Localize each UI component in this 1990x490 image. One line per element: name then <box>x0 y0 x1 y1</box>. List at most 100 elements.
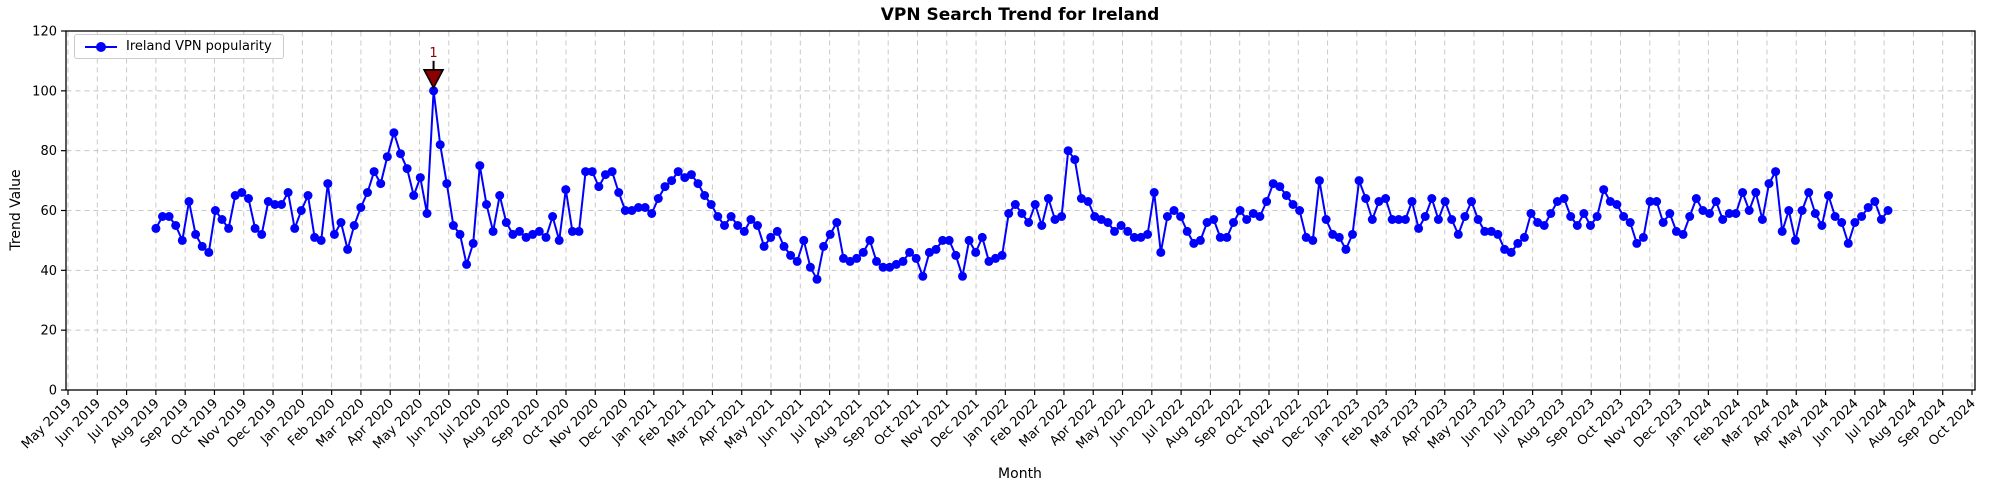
data-point-marker <box>1123 226 1133 236</box>
data-point-marker <box>1480 226 1490 236</box>
data-point-marker <box>429 86 439 96</box>
data-point-marker <box>799 235 809 245</box>
data-point-marker <box>1685 212 1695 221</box>
data-point-marker <box>713 212 723 221</box>
data-point-marker <box>667 176 677 186</box>
data-point-marker <box>1519 232 1529 242</box>
data-point-marker <box>488 226 498 236</box>
legend: Ireland VPN popularity <box>74 34 284 59</box>
data-point-marker <box>1361 194 1371 203</box>
data-point-marker <box>283 188 293 197</box>
data-point-marker <box>1473 215 1483 224</box>
data-point-marker <box>1010 200 1020 209</box>
data-point-marker <box>177 235 187 245</box>
data-point-marker <box>594 182 604 192</box>
data-point-marker <box>944 235 954 245</box>
data-point-marker <box>1076 194 1086 203</box>
data-point-marker <box>1222 232 1232 242</box>
data-point-marker <box>1129 232 1139 242</box>
data-point-marker <box>1810 209 1820 218</box>
data-point-marker <box>1400 215 1410 224</box>
data-point-marker <box>448 221 458 230</box>
data-point-marker <box>244 194 253 203</box>
annotation-peak-marker <box>422 69 445 90</box>
data-point-marker <box>1414 223 1424 233</box>
annotation-label: 1 <box>429 46 437 61</box>
data-point-marker <box>1169 206 1179 215</box>
data-point-marker <box>865 235 875 245</box>
data-point-marker <box>1619 212 1629 221</box>
y-tick-label: 40 <box>40 264 57 279</box>
data-point-marker <box>1665 209 1675 218</box>
data-point-marker <box>204 247 214 257</box>
data-point-marker <box>1348 229 1357 239</box>
data-point-marker <box>409 191 419 200</box>
data-point-marker <box>1235 206 1245 215</box>
data-point-marker <box>554 235 564 245</box>
data-point-marker <box>1552 197 1562 206</box>
data-point-marker <box>475 161 485 171</box>
data-point-marker <box>482 200 491 209</box>
data-point-marker <box>1850 218 1860 227</box>
data-point-marker <box>1612 200 1622 209</box>
data-point-marker <box>898 256 908 266</box>
data-point-marker <box>1242 215 1252 224</box>
data-point-marker <box>382 152 392 162</box>
data-point-marker <box>1162 212 1172 221</box>
data-point-marker <box>1037 221 1047 230</box>
data-point-marker <box>1863 203 1873 212</box>
data-point-marker <box>1275 182 1285 192</box>
y-tick-label: 60 <box>40 204 57 219</box>
data-point-marker <box>581 167 591 177</box>
data-point-marker <box>1083 197 1093 206</box>
data-point-marker <box>1262 197 1272 206</box>
data-point-marker <box>1797 206 1807 215</box>
data-point-marker <box>720 221 729 230</box>
data-point-marker <box>746 215 756 224</box>
data-point-marker <box>1705 209 1714 218</box>
data-point-marker <box>1447 215 1457 224</box>
trend-line <box>155 89 1889 281</box>
data-point-marker <box>515 226 524 236</box>
data-point-marker <box>971 247 981 257</box>
data-point-marker <box>1394 215 1404 224</box>
data-point-marker <box>1843 238 1853 248</box>
data-point-marker <box>1467 197 1476 206</box>
data-point-marker <box>1427 194 1437 203</box>
data-point-marker <box>224 223 234 233</box>
data-point-marker <box>257 229 267 239</box>
data-point-marker <box>587 167 597 177</box>
data-point-marker <box>1043 194 1053 203</box>
data-point-marker <box>164 212 174 221</box>
data-point-marker <box>1295 206 1305 215</box>
data-point-marker <box>1374 197 1384 206</box>
data-point-marker <box>1182 226 1192 236</box>
data-point-marker <box>323 179 333 189</box>
data-point-marker <box>1440 197 1450 206</box>
data-point-marker <box>1652 197 1662 206</box>
data-point-marker <box>1857 212 1867 221</box>
data-point-marker <box>435 140 445 150</box>
data-point-marker <box>706 200 716 209</box>
data-point-marker <box>237 188 247 197</box>
data-point-marker <box>561 185 571 195</box>
data-point-marker <box>151 223 161 233</box>
data-point-marker <box>349 221 359 230</box>
data-point-marker <box>997 250 1007 260</box>
data-point-marker <box>1110 226 1119 236</box>
y-tick-label: 20 <box>40 324 57 339</box>
data-point-marker <box>217 215 227 224</box>
data-point-marker <box>726 212 736 221</box>
data-point-marker <box>1572 221 1582 230</box>
data-point-marker <box>1209 215 1219 224</box>
data-point-marker <box>772 226 782 236</box>
data-point-marker <box>1308 235 1318 245</box>
data-point-marker <box>1678 229 1688 239</box>
data-point-marker <box>270 200 280 209</box>
data-point-marker <box>1433 215 1443 224</box>
data-point-marker <box>1281 191 1291 200</box>
data-point-marker <box>1764 179 1774 189</box>
data-point-marker <box>462 259 472 269</box>
data-point-marker <box>647 209 657 218</box>
